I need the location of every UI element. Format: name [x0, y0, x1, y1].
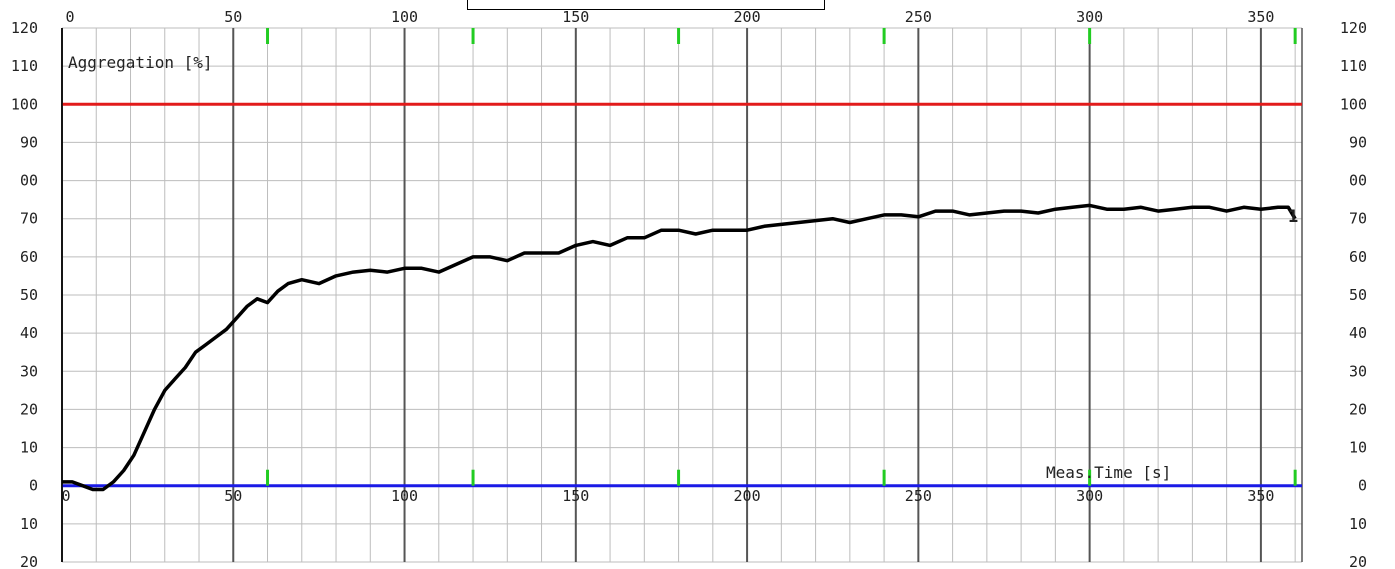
x-tick-label-top: 200: [734, 8, 761, 26]
x-tick-label-top: 150: [562, 8, 589, 26]
y-tick-label-left: 00: [20, 172, 38, 190]
y-tick-label-left: 0: [29, 477, 38, 495]
y-tick-label-left: 20: [20, 400, 38, 418]
y-tick-label-right: 0: [1358, 477, 1367, 495]
y-tick-label-left: 40: [20, 324, 38, 342]
y-tick-label-left: 120: [11, 19, 38, 37]
minor-grid: [62, 27, 1302, 563]
y-tick-label-right: 10: [1349, 515, 1367, 533]
x-tick-label-top: 250: [905, 8, 932, 26]
x-tick-label-bottom: 300: [1076, 487, 1103, 505]
x-axis-title: Meas.Time [s]: [1046, 463, 1171, 482]
title-box: [467, 0, 825, 10]
aggregation-trace-1: [62, 203, 1297, 492]
x-tick-label-bottom: 150: [562, 487, 589, 505]
x-tick-label-top: 350: [1247, 8, 1274, 26]
x-tick-label-bottom: 350: [1247, 487, 1274, 505]
y-tick-label-left: 60: [20, 248, 38, 266]
y-tick-label-left: 110: [11, 57, 38, 75]
x-tick-label-bottom: 200: [734, 487, 761, 505]
x-tick-label-top: 300: [1076, 8, 1103, 26]
x-tick-label-bottom: 0: [61, 487, 70, 505]
y-tick-label-left: 10: [20, 515, 38, 533]
y-tick-label-right: 50: [1349, 286, 1367, 304]
y-tick-label-left: 100: [11, 95, 38, 113]
y-tick-label-right: 10: [1349, 439, 1367, 457]
y-tick-label-right: 00: [1349, 172, 1367, 190]
y-tick-label-right: 30: [1349, 362, 1367, 380]
y-tick-label-right: 20: [1349, 400, 1367, 418]
y-tick-label-right: 100: [1340, 95, 1367, 113]
time-markers: [266, 28, 1297, 486]
y-tick-label-left: 90: [20, 133, 38, 151]
x-tick-label-bottom: 100: [391, 487, 418, 505]
tick-labels: 0050501001001501502002002502503003003503…: [11, 8, 1367, 569]
y-tick-label-right: 20: [1349, 553, 1367, 569]
x-tick-label-top: 0: [65, 8, 74, 26]
x-tick-label-top: 100: [391, 8, 418, 26]
y-tick-label-left: 10: [20, 439, 38, 457]
y-tick-label-left: 70: [20, 210, 38, 228]
x-tick-label-bottom: 250: [905, 487, 932, 505]
y-tick-label-right: 120: [1340, 19, 1367, 37]
x-tick-label-top: 50: [224, 8, 242, 26]
y-tick-label-right: 110: [1340, 57, 1367, 75]
series-label-1: 1: [1288, 207, 1298, 227]
y-tick-label-left: 20: [20, 553, 38, 569]
x-tick-label-bottom: 50: [224, 487, 242, 505]
y-tick-label-right: 40: [1349, 324, 1367, 342]
y-tick-label-right: 70: [1349, 210, 1367, 228]
y-tick-label-right: 60: [1349, 248, 1367, 266]
y-tick-label-right: 90: [1349, 133, 1367, 151]
y-tick-label-left: 50: [20, 286, 38, 304]
y-tick-label-left: 30: [20, 362, 38, 380]
y-axis-title: Aggregation [%]: [68, 53, 213, 72]
